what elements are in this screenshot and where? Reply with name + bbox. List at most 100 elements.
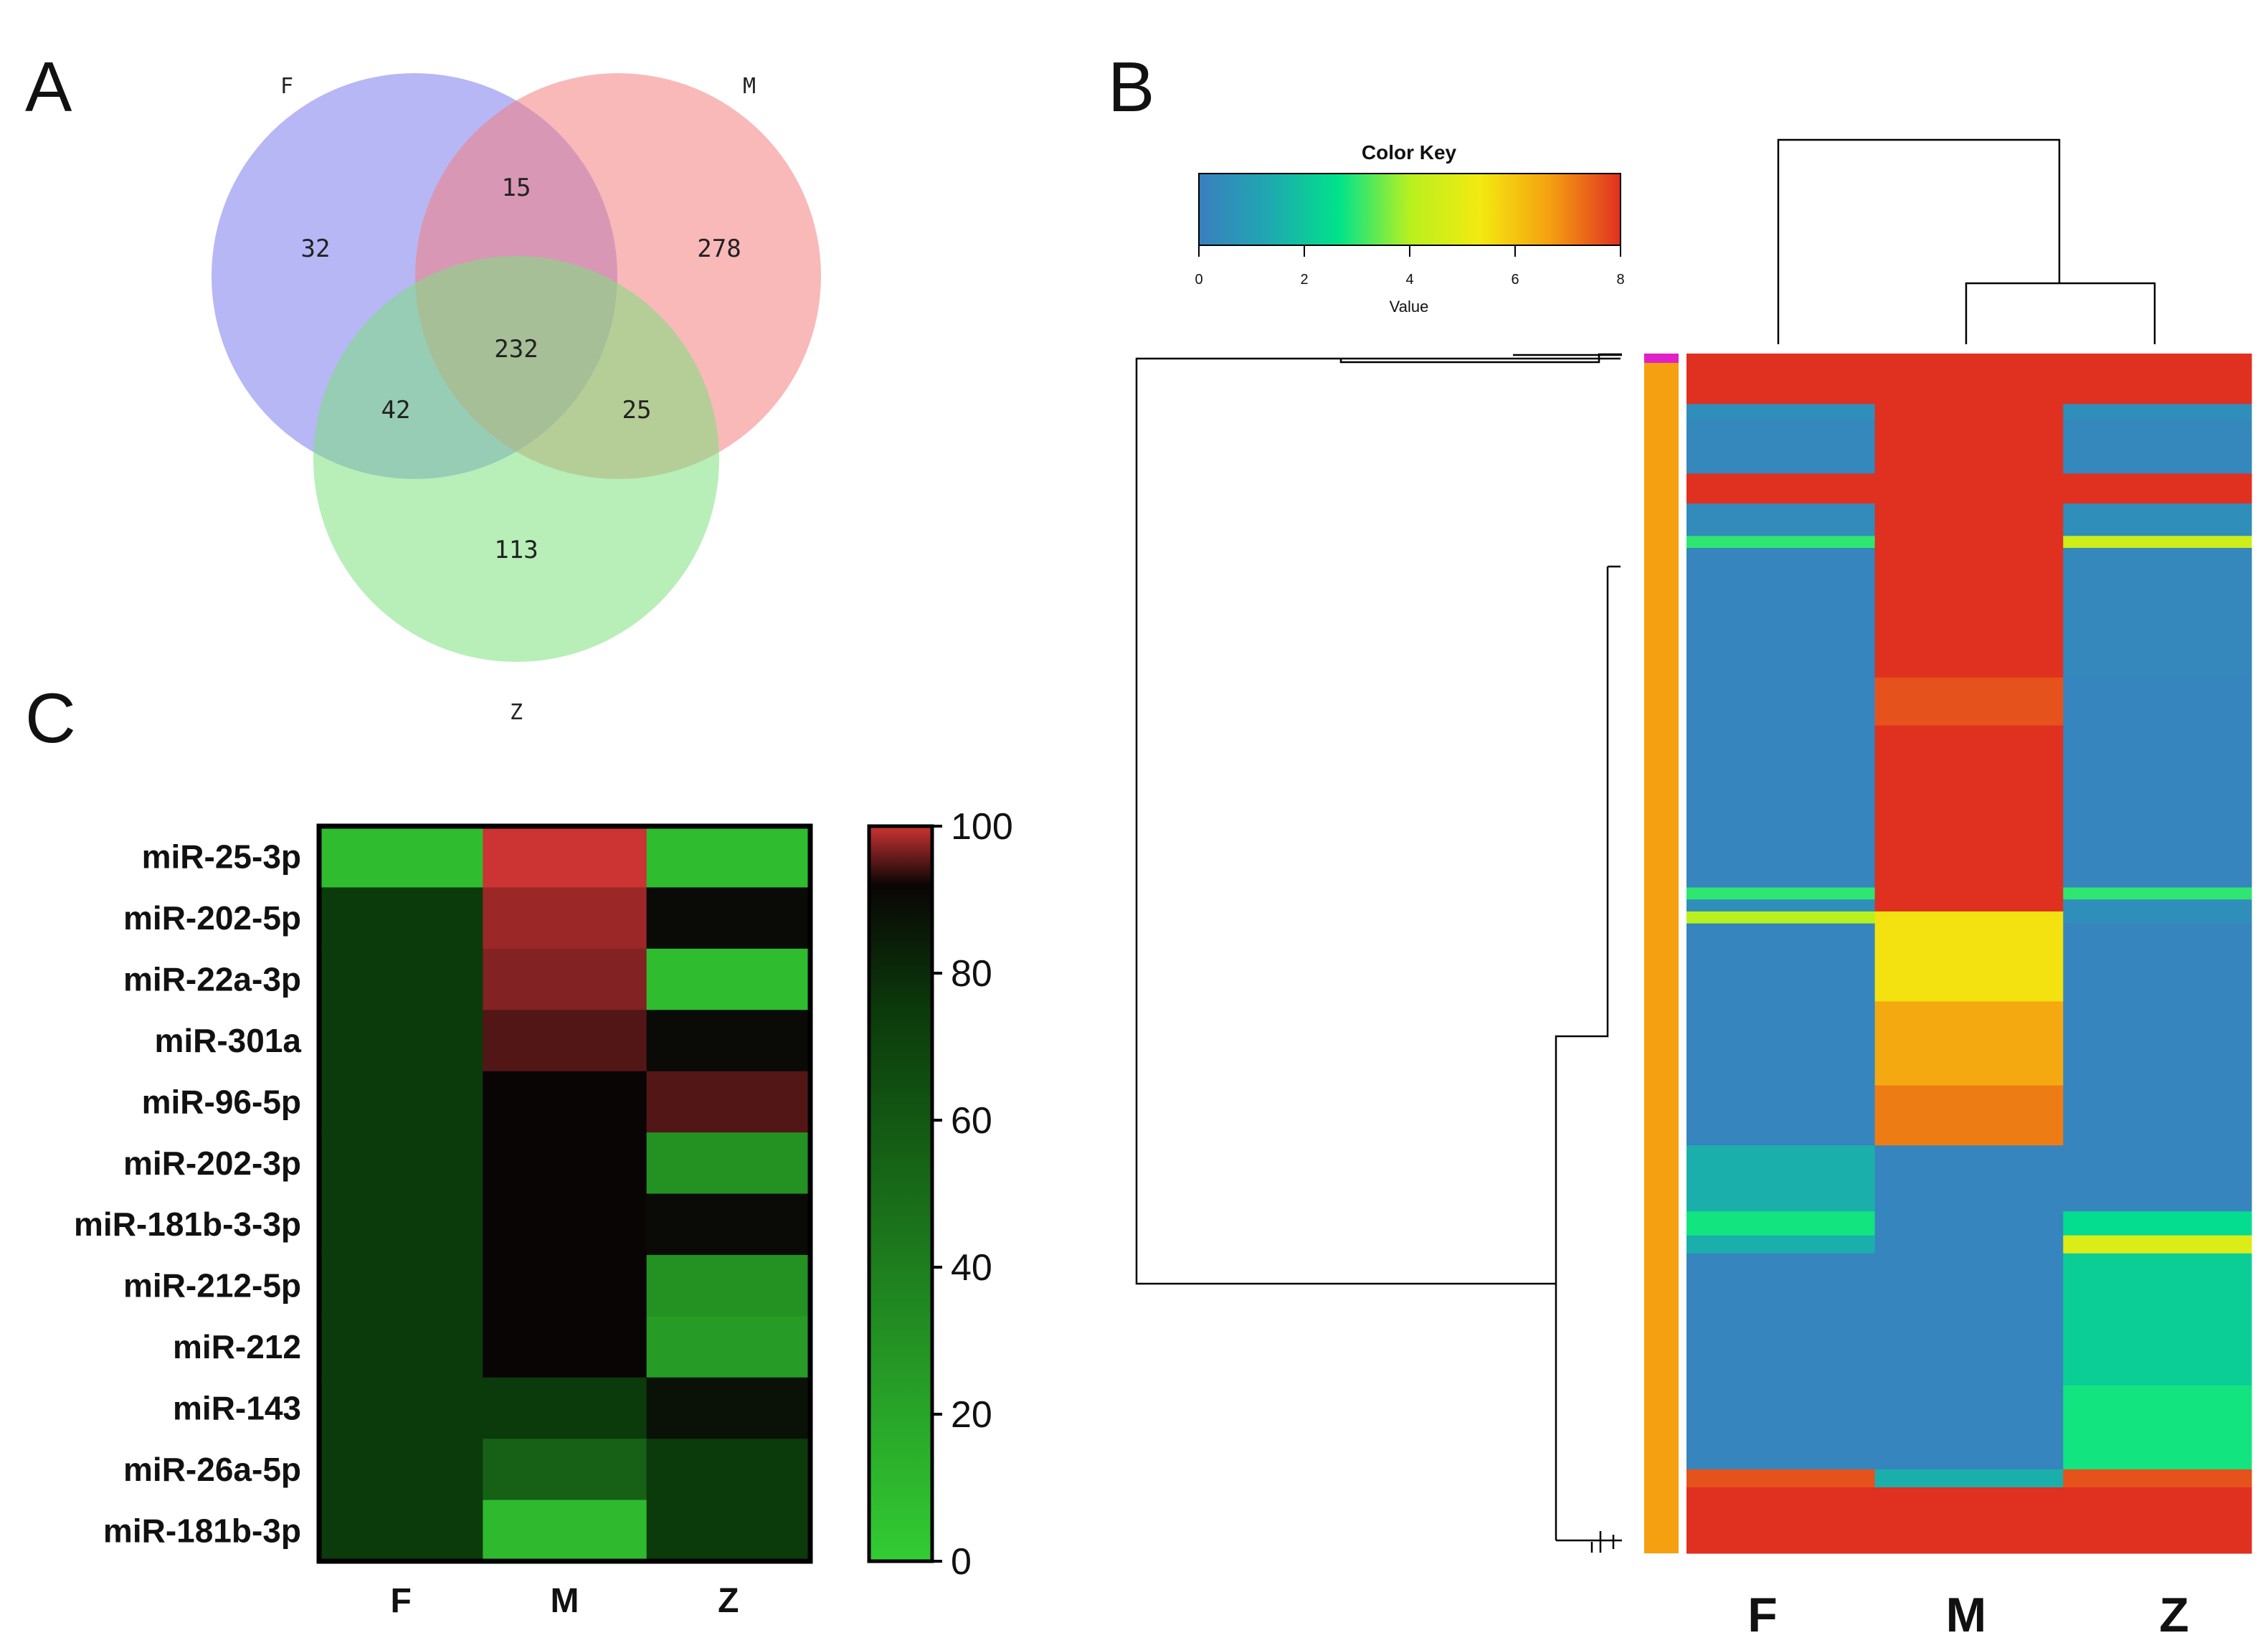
cluster-heatmap-band — [1874, 1385, 2064, 1470]
cluster-heatmap-band — [1686, 1211, 1876, 1236]
venn-set-label-z: Z — [510, 700, 523, 725]
cluster-heatmap-band — [1874, 473, 2064, 504]
row-dendrogram-bottom-leaves — [1556, 1531, 1622, 1553]
row-side-color-main — [1644, 363, 1679, 1553]
cluster-heatmap-band — [1686, 1145, 1876, 1212]
color-key-tick-label: 0 — [1195, 272, 1202, 288]
mirna-heatmap-cell — [319, 1132, 483, 1194]
venn-count-m-z: 25 — [622, 396, 652, 425]
mirna-heatmap-cell — [646, 1316, 811, 1378]
venn-count-f-m-z: 232 — [494, 335, 538, 364]
mirna-row-label: miR-143 — [173, 1389, 301, 1426]
panel-letter-c: C — [25, 678, 76, 757]
mirna-heatmap-cell — [483, 1071, 647, 1133]
cluster-heatmap-band — [1874, 911, 2064, 924]
mirna-column-label: F — [391, 1582, 412, 1620]
mirna-heatmap-cell — [646, 887, 811, 950]
mirna-heatmap-cell — [319, 1377, 483, 1439]
mirna-colorbar-tick-label: 80 — [951, 953, 992, 995]
cluster-heatmap-band — [1686, 354, 1876, 404]
mirna-colorbar-tick-label: 20 — [951, 1394, 992, 1436]
cluster-heatmap-band — [2063, 1211, 2252, 1236]
mirna-colorbar-tick-label: 40 — [951, 1247, 992, 1289]
color-key-tick-label: 2 — [1300, 272, 1308, 288]
panel-letter-b: B — [1108, 47, 1154, 126]
mirna-row-label: miR-26a-5p — [123, 1451, 301, 1488]
cluster-heatmap-band — [2063, 503, 2252, 536]
mirna-row-label: miR-96-5p — [142, 1083, 301, 1120]
mirna-heatmap-cell — [483, 1132, 647, 1194]
cluster-heatmap-band — [1874, 899, 2064, 912]
color-key: Color Key 0 2 4 6 8 Value — [1195, 141, 1624, 316]
mirna-heatmap-cells — [319, 826, 811, 1562]
venn-circle-z — [313, 256, 719, 662]
mirna-colorbar-tick-label: 100 — [951, 806, 1013, 848]
row-dendrogram-secondary-branch — [1555, 567, 1609, 1284]
cluster-heatmap-band — [1686, 1487, 1876, 1554]
mirna-heatmap-cell — [646, 1377, 811, 1439]
cluster-heatmap-band — [1686, 536, 1876, 549]
mirna-heatmap-cell — [646, 1010, 811, 1072]
cluster-heatmap-band — [2063, 1001, 2252, 1086]
cluster-heatmap-band — [1874, 887, 2064, 900]
cluster-heatmap-band — [1874, 536, 2064, 549]
cluster-heatmap-band — [1686, 420, 1876, 474]
mirna-heatmap-cell — [646, 1132, 811, 1194]
cluster-heatmap-band — [2063, 1253, 2252, 1386]
venn-count-m-only: 278 — [697, 235, 741, 263]
mirna-heatmap-cell — [483, 1316, 647, 1378]
cluster-heatmap-band — [2063, 887, 2252, 900]
cluster-heatmap-band — [2063, 911, 2252, 924]
cluster-heatmap-band — [1874, 1469, 2064, 1488]
mirna-row-label: miR-212-5p — [123, 1267, 301, 1304]
cluster-heatmap-band — [1874, 548, 2064, 678]
cluster-heatmap-band — [1874, 923, 2064, 1002]
cluster-heatmap-band — [1874, 1211, 2064, 1236]
mirna-row-label: miR-25-3p — [142, 838, 301, 876]
color-key-tick-label: 8 — [1616, 272, 1624, 288]
mirna-colorbar-tick-label: 60 — [951, 1100, 992, 1142]
cluster-heatmap: Color Key 0 2 4 6 8 Value F M Z — [1135, 138, 2252, 1642]
venn-set-label-f: F — [280, 74, 293, 99]
cluster-heatmap-band — [1686, 899, 1876, 912]
venn-diagram: F M Z 32 278 113 15 42 25 232 — [212, 73, 821, 725]
venn-count-f-m: 15 — [502, 174, 531, 202]
cluster-heatmap-band — [1874, 1001, 2064, 1086]
cluster-heatmap-band — [1874, 404, 2064, 420]
cluster-heatmap-band — [1686, 548, 1876, 678]
column-dendrogram — [1777, 138, 2156, 344]
mirna-heatmap-cell — [483, 948, 647, 1010]
cluster-heatmap-band — [2063, 404, 2252, 420]
cluster-heatmap-band — [1874, 354, 2064, 404]
color-key-ticks: 0 2 4 6 8 — [1195, 245, 1625, 288]
mirna-heatmap-cell — [483, 1254, 647, 1317]
mirna-heatmap-cell — [646, 1500, 811, 1562]
panel-letter-a: A — [25, 47, 72, 126]
mirna-heatmap-cell — [483, 1193, 647, 1256]
color-key-value-label: Value — [1390, 298, 1429, 316]
mirna-row-label: miR-212 — [173, 1328, 301, 1365]
cluster-heatmap-band — [2063, 1085, 2252, 1146]
cluster-heatmap-band — [1686, 473, 1876, 504]
cluster-heatmap-band — [1686, 1469, 1876, 1488]
cluster-heatmap-band — [1686, 1253, 1876, 1386]
mirna-heatmap-cell — [483, 887, 647, 950]
cluster-column-label: M — [1946, 1588, 1987, 1642]
cluster-heatmap-band — [2063, 725, 2252, 888]
cluster-heatmap-band — [1686, 1235, 1876, 1254]
color-key-tick-label: 6 — [1511, 272, 1519, 288]
cluster-heatmap-band — [2063, 536, 2252, 549]
mirna-heatmap-cell — [483, 1439, 647, 1501]
mirna-heatmap-cell — [319, 1316, 483, 1378]
mirna-heatmap-cell — [646, 1071, 811, 1133]
cluster-heatmap-band — [1874, 725, 2064, 888]
cluster-heatmap-band — [1874, 1085, 2064, 1146]
venn-set-label-m: M — [743, 74, 756, 99]
mirna-colorbar: 0 20 40 60 80 100 — [867, 806, 1013, 1583]
mirna-heatmap-cell — [319, 887, 483, 950]
cluster-heatmap-band — [1686, 923, 1876, 1002]
mirna-heatmap-cell — [646, 1439, 811, 1501]
mirna-heatmap-cell — [319, 826, 483, 888]
